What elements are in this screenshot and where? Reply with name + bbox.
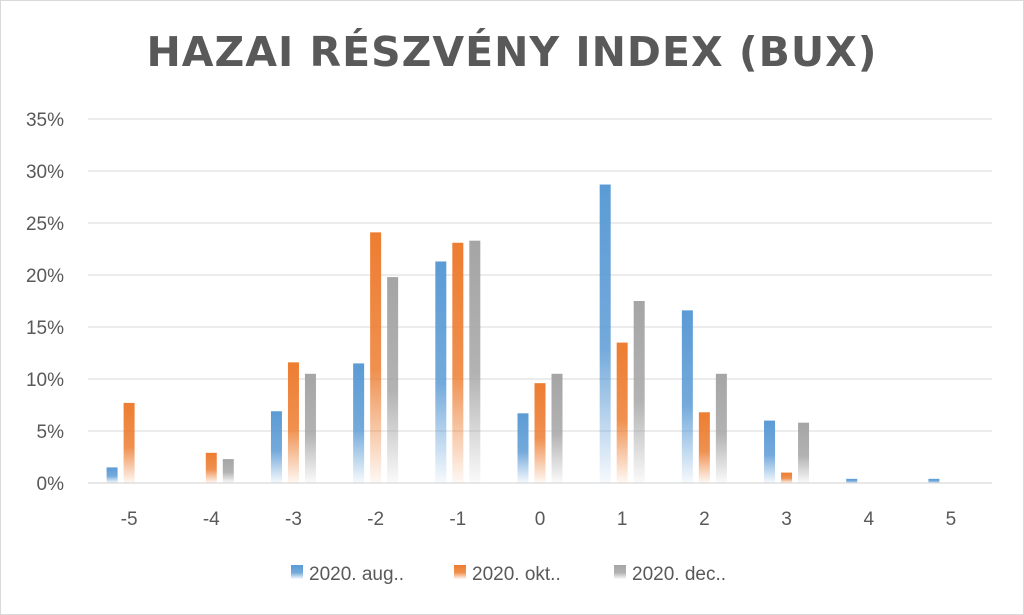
bar-aug xyxy=(353,363,365,483)
x-tick-label: 3 xyxy=(781,509,792,530)
bar-dec xyxy=(469,240,481,483)
bar-okt xyxy=(123,402,135,483)
bar-aug xyxy=(517,413,529,483)
x-axis-ticks: -5 -4 -3 -2 -1 0 1 2 3 4 5 xyxy=(121,509,957,530)
bar-dec xyxy=(798,422,810,483)
x-tick-label: -3 xyxy=(285,509,302,530)
legend-swatch xyxy=(291,565,303,579)
bar-aug xyxy=(681,310,693,483)
bar-okt xyxy=(370,232,382,483)
y-tick-label: 10% xyxy=(26,370,64,391)
legend-swatch xyxy=(454,565,466,579)
bar-dec xyxy=(551,373,563,483)
x-tick-label: 1 xyxy=(617,509,628,530)
x-tick-label: -1 xyxy=(449,509,466,530)
y-tick-label: 30% xyxy=(26,162,64,183)
x-tick-label: -5 xyxy=(121,509,138,530)
bar-aug xyxy=(106,467,118,483)
bar-aug xyxy=(928,478,940,483)
bar-dec xyxy=(222,459,234,483)
x-tick-label: 4 xyxy=(863,509,874,530)
bar-dec xyxy=(715,373,727,483)
bar-aug xyxy=(435,261,447,483)
bar-okt xyxy=(534,383,546,483)
bar-aug xyxy=(764,420,776,483)
legend-label: 2020. aug.. xyxy=(309,564,404,585)
chart-title: HAZAI RÉSZVÉNY INDEX (BUX) xyxy=(146,28,878,76)
bar-okt xyxy=(698,412,710,483)
bar-aug xyxy=(599,184,611,483)
bar-dec xyxy=(633,301,645,483)
legend-label: 2020. okt.. xyxy=(472,564,561,585)
y-tick-label: 5% xyxy=(37,422,65,443)
bars xyxy=(106,184,940,483)
y-tick-label: 25% xyxy=(26,214,64,235)
bar-dec xyxy=(387,277,399,483)
y-tick-label: 15% xyxy=(26,318,64,339)
x-tick-label: -4 xyxy=(203,509,220,530)
bar-dec xyxy=(304,373,316,483)
bar-okt xyxy=(287,362,299,483)
y-axis-ticks: 0% 5% 10% 15% 20% 25% 30% 35% xyxy=(26,110,64,495)
legend-label: 2020. dec.. xyxy=(632,564,726,585)
y-tick-label: 0% xyxy=(37,474,65,495)
bar-okt xyxy=(616,342,628,483)
bar-aug xyxy=(846,478,858,483)
x-tick-label: 0 xyxy=(535,509,546,530)
y-tick-label: 35% xyxy=(26,110,64,131)
legend: 2020. aug.. 2020. okt.. 2020. dec.. xyxy=(291,564,726,585)
x-tick-label: 2 xyxy=(699,509,710,530)
x-tick-label: -2 xyxy=(367,509,384,530)
legend-swatch xyxy=(614,565,626,579)
bar-aug xyxy=(270,411,282,483)
x-tick-label: 5 xyxy=(946,509,957,530)
bar-okt xyxy=(781,472,793,483)
y-tick-label: 20% xyxy=(26,266,64,287)
bar-okt xyxy=(205,452,217,483)
gridlines xyxy=(88,118,992,484)
bar-okt xyxy=(452,242,464,483)
